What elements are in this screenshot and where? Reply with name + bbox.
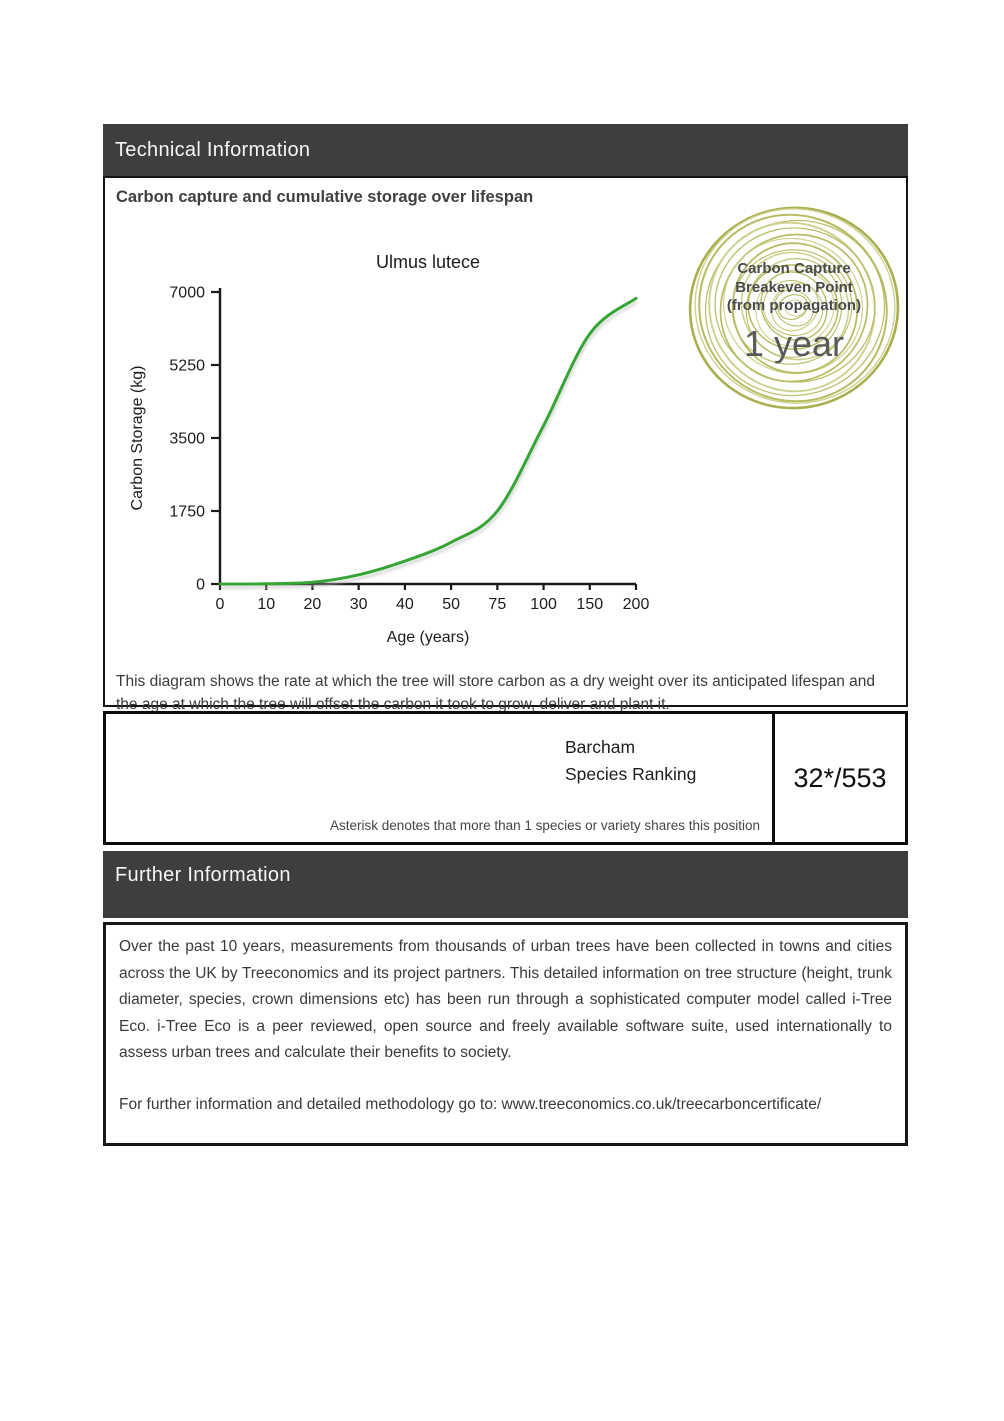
svg-text:75: 75 xyxy=(488,596,506,613)
svg-text:50: 50 xyxy=(442,596,460,613)
diagram-caption: This diagram shows the rate at which the… xyxy=(116,672,876,713)
asterisk-note: Asterisk denotes that more than 1 specie… xyxy=(330,818,760,833)
further-information-title: Further Information xyxy=(115,864,291,886)
svg-text:Ulmus lutece: Ulmus lutece xyxy=(376,252,480,272)
methodology-paragraph: Over the past 10 years, measurements fro… xyxy=(119,938,892,1061)
technical-information-title: Technical Information xyxy=(115,139,311,161)
further-information-header: Further Information xyxy=(103,851,908,918)
svg-text:5250: 5250 xyxy=(169,358,205,375)
svg-text:100: 100 xyxy=(530,596,557,613)
svg-text:Age (years): Age (years) xyxy=(387,629,470,646)
svg-text:7000: 7000 xyxy=(169,285,205,302)
svg-text:150: 150 xyxy=(576,596,603,613)
further-info-link-line: For further information and detailed met… xyxy=(119,1095,822,1113)
svg-text:20: 20 xyxy=(304,596,322,613)
further-information-body: Over the past 10 years, measurements fro… xyxy=(103,922,908,1146)
carbon-capture-panel: Carbon capture and cumulative storage ov… xyxy=(103,176,908,713)
storage-curve xyxy=(218,296,638,586)
breakeven-badge: Carbon Capture Breakeven Point (from pro… xyxy=(685,198,903,416)
svg-text:30: 30 xyxy=(350,596,368,613)
ranking-label-cell: Barcham Species Ranking Asterisk denotes… xyxy=(106,714,772,842)
svg-text:10: 10 xyxy=(257,596,275,613)
ranking-label: Barcham Species Ranking xyxy=(565,734,696,788)
svg-text:0: 0 xyxy=(196,577,205,594)
breakeven-value: 1 year xyxy=(743,322,845,364)
species-ranking-box: Barcham Species Ranking Asterisk denotes… xyxy=(103,711,908,845)
badge-line-1: Carbon Capture xyxy=(737,260,851,277)
carbon-storage-chart: Ulmus lutece Carbon Storage (kg) Age (year… xyxy=(129,252,650,646)
badge-line-3: (from propagation) xyxy=(726,297,862,314)
ranking-value: 32*/553 xyxy=(793,762,887,793)
diagram-heading: Carbon capture and cumulative storage ov… xyxy=(116,188,534,206)
svg-text:0: 0 xyxy=(216,596,225,613)
svg-text:1750: 1750 xyxy=(169,504,205,521)
tree-rings-graphic xyxy=(688,206,900,410)
ranking-label-line-2: Species Ranking xyxy=(565,764,697,784)
breakeven-badge-text: Carbon Capture Breakeven Point (from pro… xyxy=(685,260,903,364)
ranking-value-cell: 32*/553 xyxy=(772,714,905,842)
svg-text:40: 40 xyxy=(396,596,414,613)
svg-text:3500: 3500 xyxy=(169,431,205,448)
badge-line-2: Breakeven Point xyxy=(735,278,853,296)
technical-information-header: Technical Information xyxy=(103,124,908,176)
svg-text:200: 200 xyxy=(623,596,650,613)
svg-text:Carbon Storage (kg): Carbon Storage (kg) xyxy=(129,366,146,511)
ranking-label-line-1: Barcham xyxy=(565,737,636,757)
